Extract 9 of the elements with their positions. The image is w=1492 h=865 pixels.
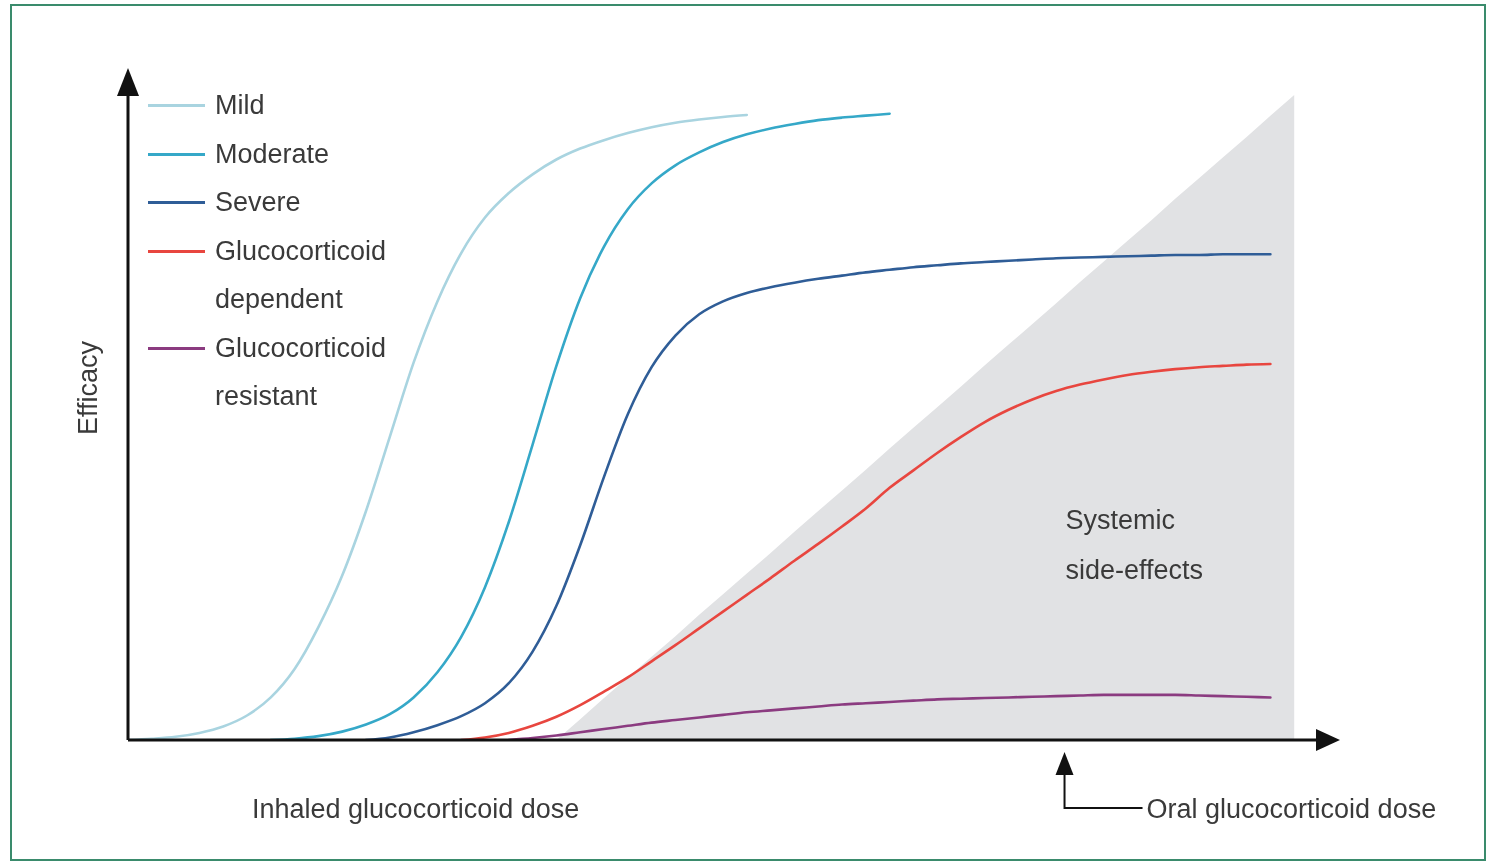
legend-label: Glucocorticoid resistant	[215, 331, 388, 413]
series-label: Systemic side-effects	[1065, 503, 1205, 587]
x-axis-title: Inhaled glucocorticoid dose	[252, 794, 580, 824]
legend-label: Glucocorticoid dependent	[215, 234, 388, 316]
legend-label: Severe	[215, 186, 301, 219]
text: Oral glucocorticoid dose	[1146, 794, 1437, 824]
legend-label: Moderate	[215, 137, 330, 171]
legend-label: Mild	[215, 89, 265, 122]
y-axis-title: Efficacy	[72, 340, 104, 435]
